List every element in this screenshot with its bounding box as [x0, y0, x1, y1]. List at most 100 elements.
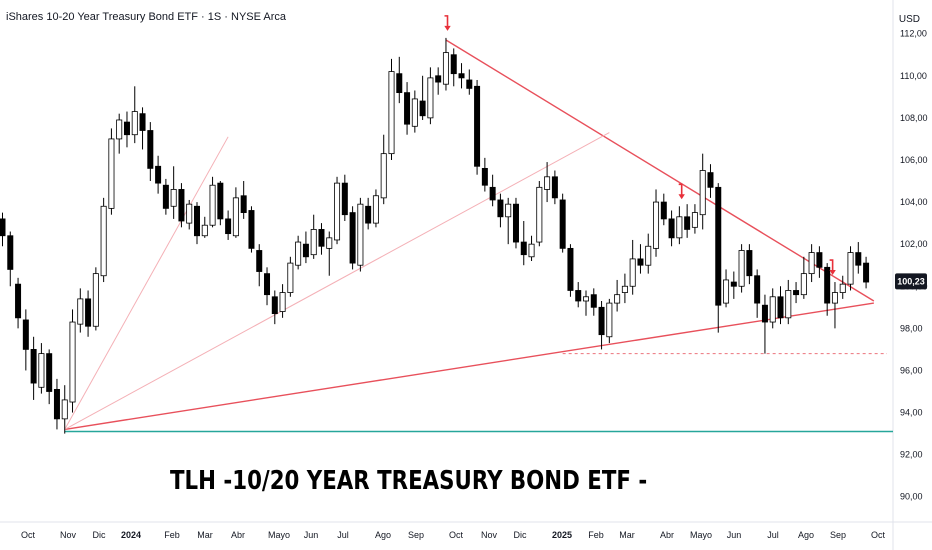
candle-down — [264, 273, 271, 296]
candle-down — [863, 262, 870, 283]
candle-down — [684, 216, 691, 230]
candle-down — [240, 195, 247, 213]
candle-down — [178, 189, 185, 222]
candle-up — [108, 138, 115, 209]
x-tick-label: Jun — [727, 530, 742, 540]
x-tick-label: Ago — [375, 530, 391, 540]
candle-down — [761, 304, 768, 323]
currency-label[interactable]: USD — [898, 14, 920, 25]
y-tick-label: 112,00 — [900, 29, 927, 39]
candle-down — [396, 73, 403, 94]
x-tick-label: Dic — [514, 530, 527, 540]
candle-down — [466, 79, 473, 89]
candle-down — [575, 290, 582, 302]
candle-up — [287, 262, 294, 293]
candle-down — [365, 205, 372, 224]
candle-down — [15, 283, 22, 319]
candle-down — [162, 184, 169, 209]
candle-up — [614, 294, 621, 304]
candle-up — [116, 119, 123, 140]
candle-up — [769, 296, 776, 323]
chart-title: iShares 10-20 Year Treasury Bond ETF · 1… — [6, 11, 287, 23]
candle-down — [147, 130, 154, 169]
candle-down — [193, 205, 200, 237]
red-marker-icon — [829, 259, 834, 273]
x-tick-label: Oct — [449, 530, 464, 540]
last-price-badge — [895, 273, 927, 290]
x-tick-label: Mayo — [690, 530, 712, 540]
y-tick-label: 90,00 — [900, 492, 923, 502]
light-trendline — [64, 136, 229, 430]
x-tick-label: Ago — [798, 530, 814, 540]
x-tick-label: Jul — [337, 530, 349, 540]
candle-up — [785, 290, 792, 319]
candle-down — [341, 182, 348, 216]
red-marker-arrowhead — [444, 25, 451, 31]
candle-up — [92, 273, 99, 327]
candle-down — [7, 235, 14, 270]
x-tick-label: Abr — [660, 530, 674, 540]
candle-up — [170, 189, 177, 207]
candle-down — [520, 241, 527, 256]
candle-down — [419, 100, 426, 117]
candle-up — [310, 229, 317, 256]
candle-up — [738, 250, 745, 287]
candle-down — [590, 294, 597, 308]
x-tick-label: Feb — [588, 530, 604, 540]
candle-down — [256, 250, 263, 272]
candle-up — [676, 216, 683, 239]
x-tick-label: Oct — [871, 530, 886, 540]
x-tick-label: Mayo — [268, 530, 290, 540]
candle-down — [598, 306, 605, 336]
chart-caption: TLH -10/20 YEAR TREASURY BOND ETF - — [170, 466, 648, 496]
candle-up — [691, 212, 698, 228]
candle-down — [0, 218, 6, 237]
y-tick-label: 96,00 — [900, 365, 923, 375]
candle-up — [380, 153, 387, 199]
candle-up — [699, 170, 706, 216]
candle-down — [855, 252, 862, 266]
candle-down — [746, 250, 753, 277]
candle-down — [559, 199, 566, 249]
trendline — [445, 39, 875, 302]
candle-down — [474, 85, 481, 167]
candle-up — [38, 353, 45, 388]
candle-down — [637, 258, 644, 266]
candle-down — [123, 121, 130, 136]
candle-down — [139, 113, 146, 131]
red-marker-arrowhead — [678, 194, 685, 200]
candle-down — [489, 186, 496, 201]
candle-down — [458, 73, 465, 79]
candle-down — [715, 186, 722, 306]
candle-up — [201, 224, 208, 237]
red-marker-arrowhead — [829, 270, 836, 276]
candle-up — [847, 252, 854, 285]
x-tick-label: Jun — [304, 530, 319, 540]
candle-up — [279, 292, 286, 312]
candle-down — [668, 218, 675, 239]
candle-down — [53, 388, 60, 420]
candle-up — [209, 184, 216, 226]
red-marker-icon — [678, 183, 683, 197]
candle-down — [754, 275, 761, 304]
candle-up — [544, 176, 551, 190]
candle-down — [46, 353, 53, 392]
candle-up — [621, 285, 628, 293]
candle-up — [528, 243, 535, 258]
x-tick-label: Sep — [408, 530, 424, 540]
x-tick-label: Oct — [21, 530, 36, 540]
candle-up — [186, 203, 193, 224]
x-tick-label: Mar — [619, 530, 635, 540]
candle-down — [824, 266, 831, 304]
x-tick-label: Dic — [93, 530, 106, 540]
candle-down — [816, 252, 823, 268]
candle-up — [653, 201, 660, 249]
y-tick-label: 102,00 — [900, 239, 928, 249]
candle-up — [800, 273, 807, 296]
last-price-label: 100,23 — [897, 276, 925, 286]
candle-up — [808, 252, 815, 275]
candle-down — [707, 172, 714, 188]
candle-up — [131, 111, 138, 136]
candle-up — [839, 283, 846, 293]
